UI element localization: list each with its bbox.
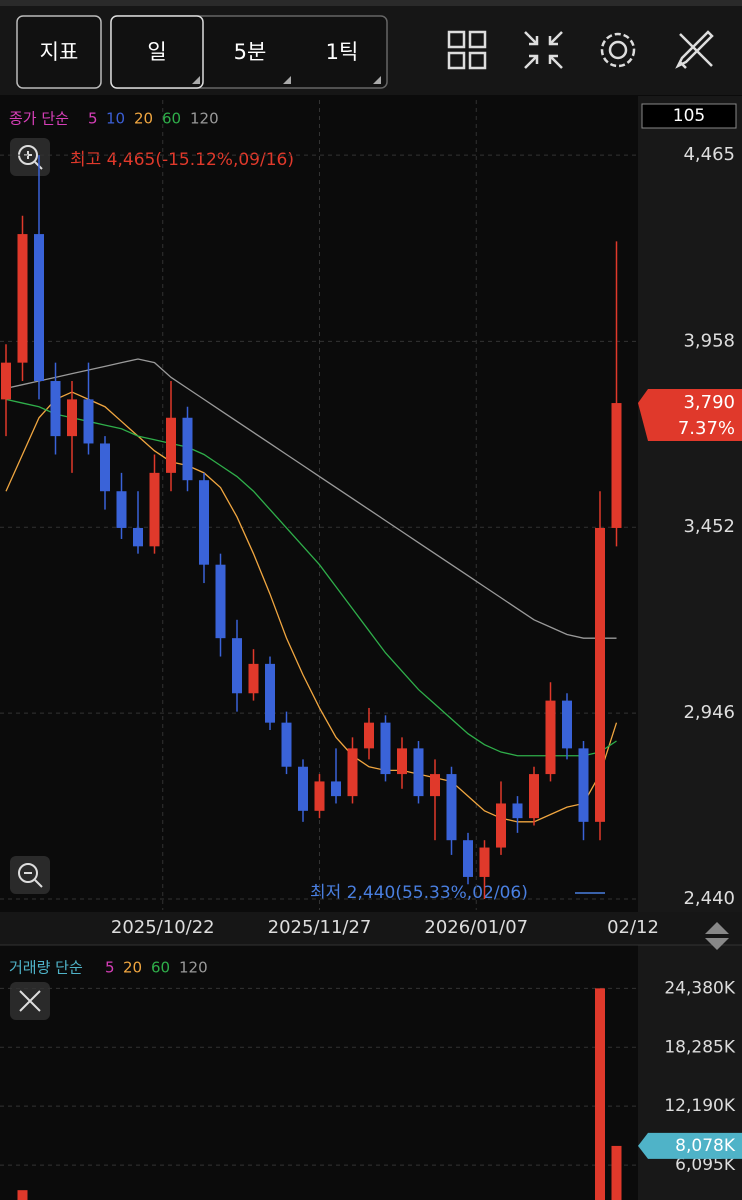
candle-body — [578, 748, 589, 822]
current-price-badge — [638, 389, 742, 442]
candle-body — [17, 234, 28, 363]
layout-icon[interactable] — [447, 30, 487, 70]
zoom-out-button[interactable] — [10, 856, 50, 894]
volume-legend-title: 거래량 단순 — [9, 959, 83, 977]
price-legend-title: 종가 단순 — [9, 110, 69, 128]
high-note: 최고 4,465(-15.12%,09/16) — [70, 150, 294, 170]
period-button[interactable] — [110, 15, 204, 89]
legend-entry: 60 — [151, 959, 170, 977]
moving-average — [5, 358, 617, 639]
indicator-label: 지표 — [40, 40, 79, 64]
status-strip — [0, 0, 742, 6]
candle-body — [430, 774, 440, 797]
volume-current-badge — [638, 1132, 742, 1159]
count-box — [641, 103, 737, 129]
tick-button[interactable]: 1틱 — [326, 40, 359, 64]
candle-body — [248, 663, 259, 694]
indicator-button[interactable] — [16, 15, 102, 89]
candle-body — [479, 847, 490, 877]
date-label: 2025/10/22 — [111, 917, 215, 938]
candle-body — [595, 527, 605, 822]
candle-body — [496, 803, 506, 848]
count-label: 105 — [673, 106, 705, 126]
legend-entry: 5 — [105, 959, 115, 977]
y-tick-label: 2,440 — [683, 888, 735, 909]
candle-body — [50, 381, 61, 437]
candle-body — [67, 399, 77, 437]
volume-bar — [595, 988, 605, 1200]
candle-body — [34, 234, 44, 382]
moving-average — [5, 398, 617, 757]
candle-body — [545, 700, 556, 775]
legend-entry: 20 — [123, 959, 142, 977]
date-label: 02/12 — [607, 917, 659, 938]
price-axis — [638, 96, 742, 912]
legend-entry: 120 — [179, 959, 208, 977]
volume-current: 8,078K — [675, 1136, 736, 1156]
candle-body — [83, 399, 94, 444]
close-icon — [19, 990, 41, 1012]
shrink-icon[interactable] — [524, 31, 563, 69]
candle-body — [413, 748, 424, 797]
zoom-in-button[interactable] — [10, 138, 50, 176]
candle-body — [347, 748, 358, 797]
dropdown-marks — [192, 76, 381, 84]
candle-body — [182, 417, 193, 481]
legend-entry: 120 — [190, 110, 219, 128]
y-tick-label: 24,380K — [664, 978, 735, 998]
candle-body — [166, 417, 176, 473]
candle-body — [100, 443, 110, 492]
candle-body — [446, 774, 457, 841]
scroll-arrows[interactable] — [705, 922, 729, 950]
candle-body — [281, 722, 292, 767]
candle-body — [199, 480, 209, 565]
moving-average — [5, 391, 618, 823]
candle-body — [215, 564, 226, 639]
y-tick-label: 2,946 — [683, 702, 735, 723]
candle-body — [133, 527, 143, 547]
candle-body — [232, 638, 242, 694]
y-tick-label: 3,958 — [683, 330, 735, 351]
y-tick-label: 6,095K — [675, 1155, 736, 1175]
candle-body — [314, 781, 325, 811]
candle-body — [512, 803, 523, 819]
settings-icon[interactable] — [600, 32, 636, 68]
candle-body — [298, 766, 308, 811]
candle-body — [562, 700, 572, 749]
date-axis — [0, 912, 742, 945]
y-tick-label: 3,452 — [683, 516, 735, 537]
candle-body — [397, 748, 407, 775]
current-price: 3,790 — [683, 392, 735, 413]
candle-body — [149, 472, 160, 547]
candle-body — [1, 362, 11, 400]
period-label: 일 — [147, 40, 166, 64]
tools-icon[interactable] — [675, 30, 714, 69]
candle-body — [380, 722, 391, 775]
date-label: 2026/01/07 — [424, 917, 528, 938]
legend-entry: 5 — [88, 110, 98, 128]
y-tick-label: 12,190K — [664, 1096, 735, 1116]
price-change: 7.37% — [678, 418, 735, 439]
candle-body — [265, 663, 275, 723]
candle-body — [463, 840, 473, 877]
y-tick-label: 4,465 — [683, 144, 735, 165]
volume-bar — [611, 1145, 622, 1200]
volume-bar — [17, 1190, 28, 1200]
legend-entry: 10 — [106, 110, 125, 128]
legend-entry: 20 — [134, 110, 153, 128]
zoom-out-icon — [18, 863, 43, 888]
legend-entry: 60 — [162, 110, 181, 128]
candle-body — [364, 722, 374, 749]
candle-body — [611, 403, 622, 528]
candle-body — [331, 781, 341, 797]
date-label: 2025/11/27 — [268, 917, 372, 938]
y-tick-label: 18,285K — [664, 1037, 735, 1057]
low-note: 최저 2,440(55.33%,02/06) — [310, 883, 528, 903]
candle-body — [116, 491, 127, 528]
minute-button[interactable]: 5분 — [234, 40, 267, 64]
candle-body — [529, 774, 539, 819]
